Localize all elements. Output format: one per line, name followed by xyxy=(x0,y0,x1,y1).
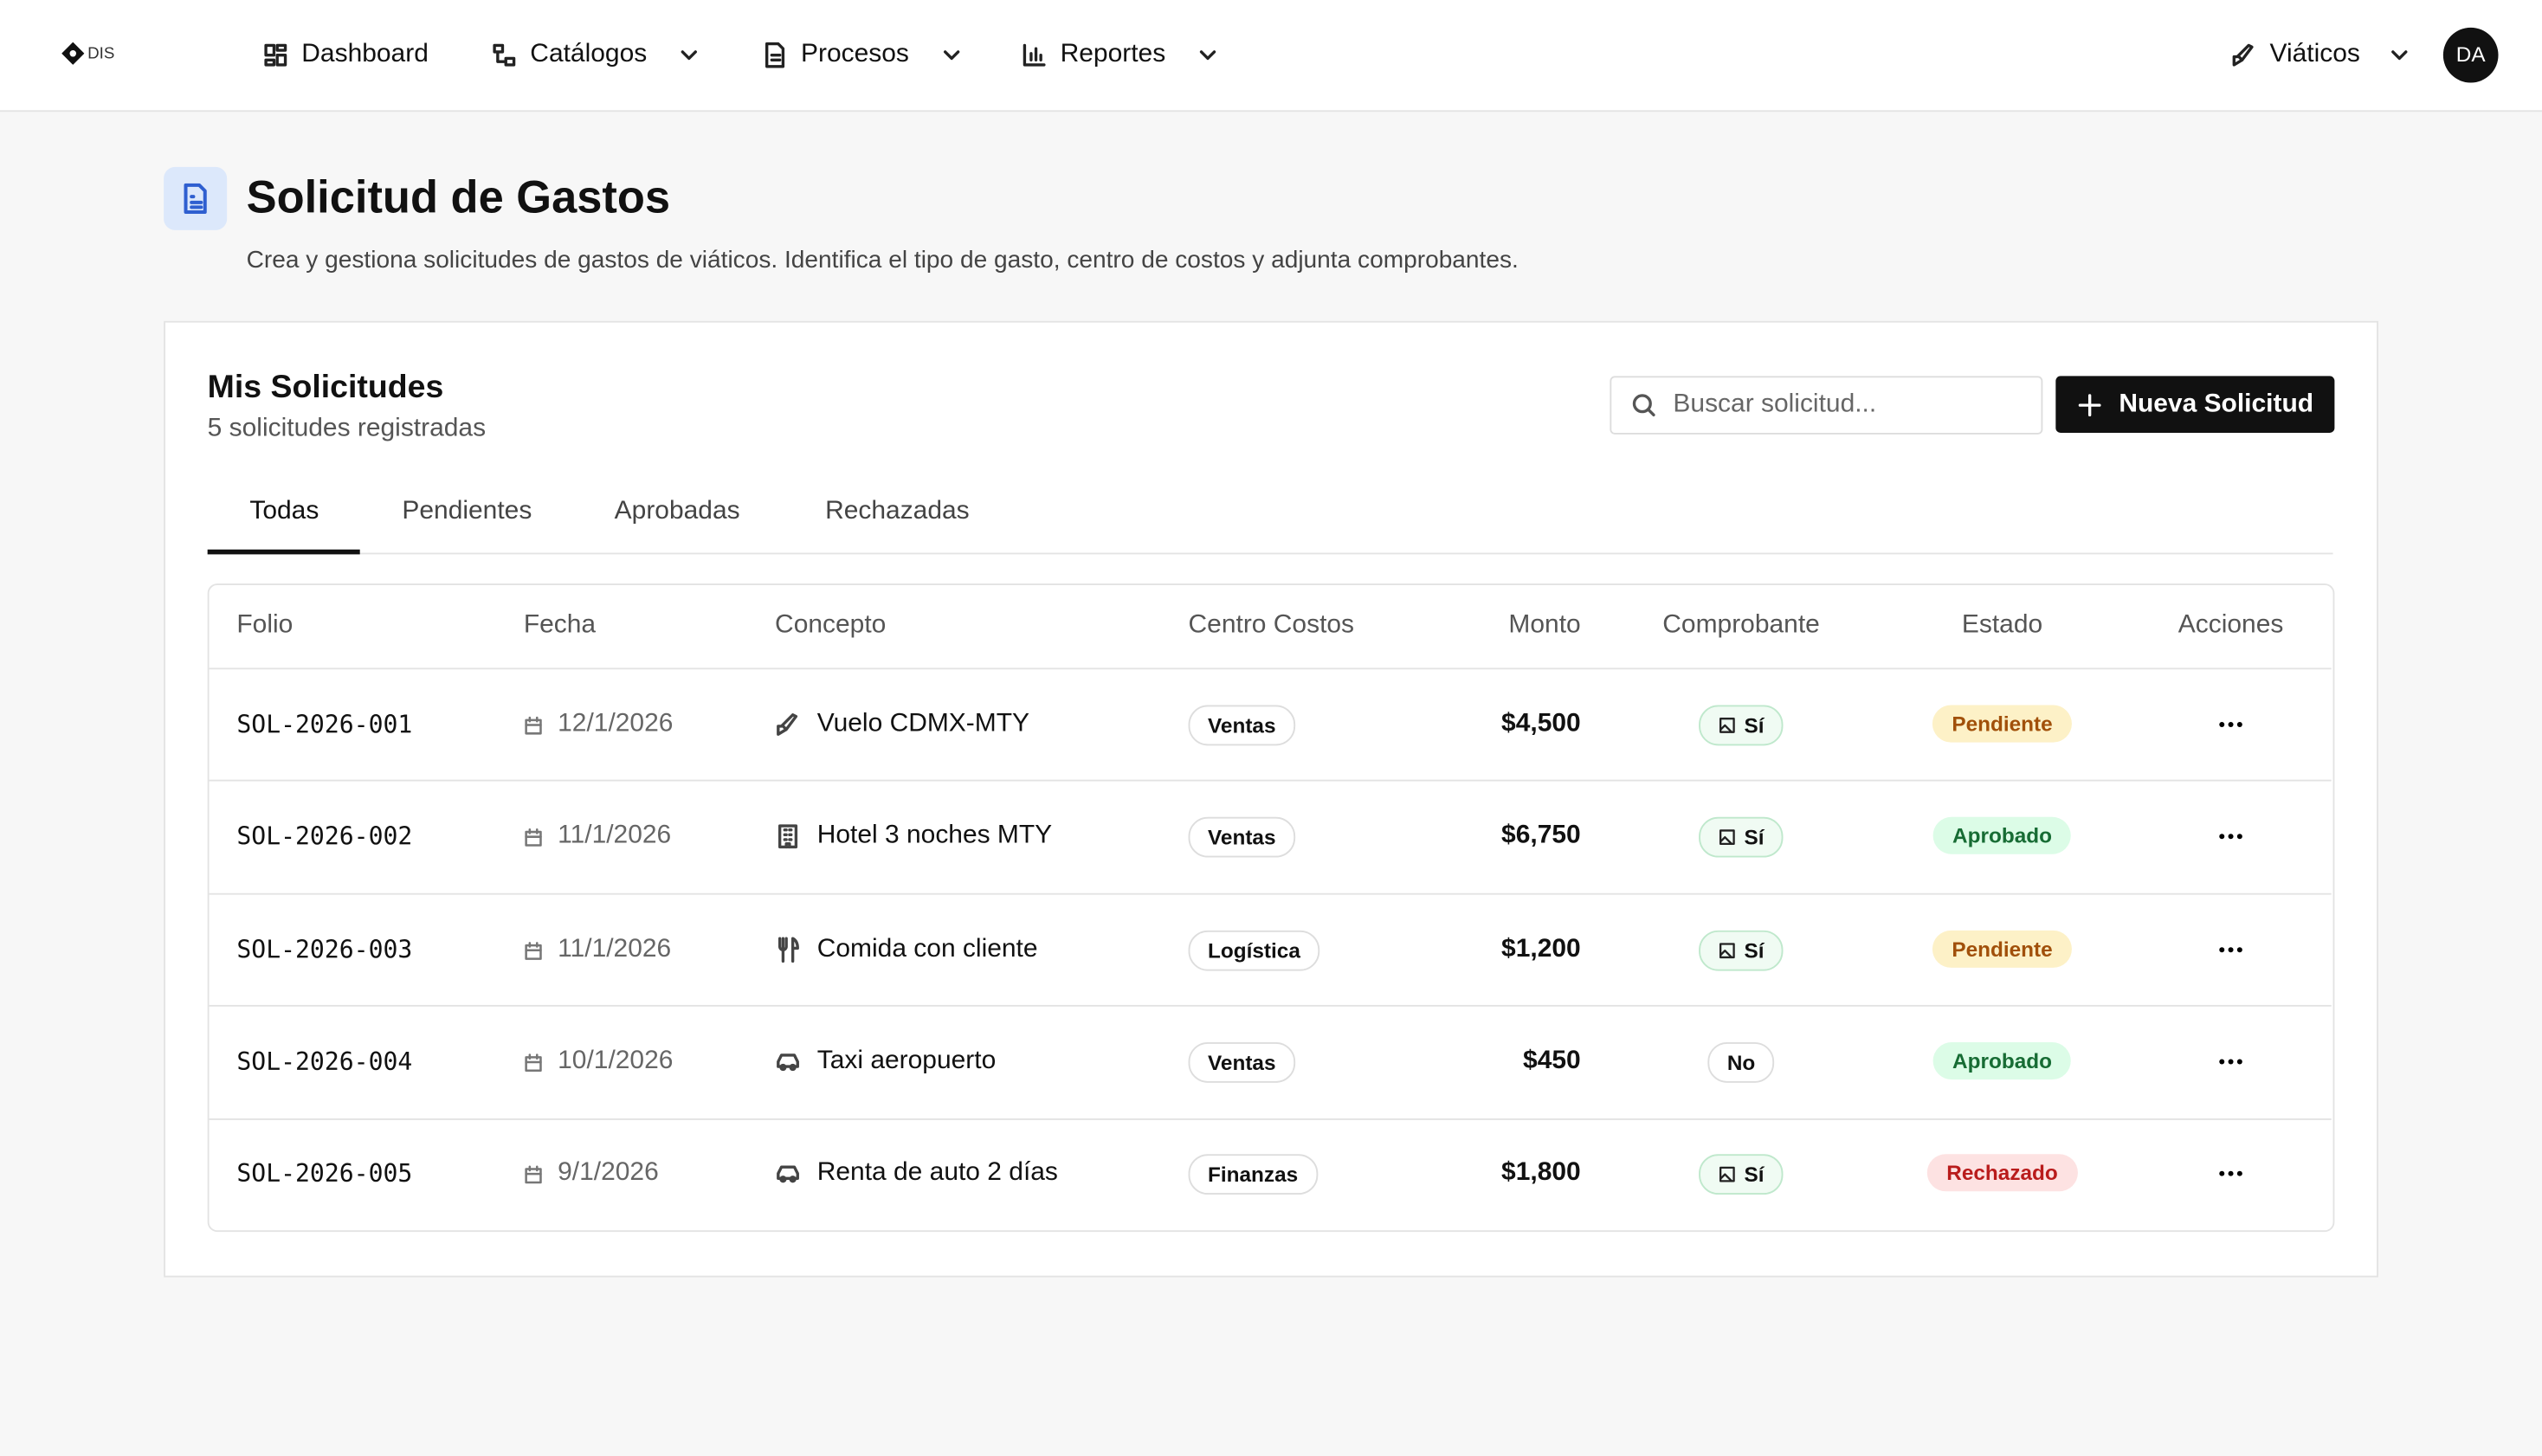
column-header: Acciones xyxy=(2177,610,2284,639)
nav-item[interactable]: Catálogos xyxy=(491,41,702,70)
receipt-badge: Sí xyxy=(1699,1154,1784,1195)
nav-label: Procesos xyxy=(801,40,909,68)
row-divider xyxy=(209,892,2332,895)
concept: Comida con cliente xyxy=(816,934,1038,963)
concept-icon xyxy=(775,1048,801,1082)
calendar-icon xyxy=(524,1052,543,1081)
receipt-label: Sí xyxy=(1744,712,1765,738)
tab-active-indicator xyxy=(207,549,360,555)
calendar-icon xyxy=(524,827,543,856)
status-badge: Aprobado xyxy=(1932,816,2072,854)
folio: SOL-2026-001 xyxy=(236,709,413,739)
nav-label: Reportes xyxy=(1060,40,1166,68)
column-header: Comprobante xyxy=(1662,610,1820,639)
nav-label: Dashboard xyxy=(301,40,429,68)
date: 12/1/2026 xyxy=(558,709,674,738)
row-divider xyxy=(209,780,2332,783)
folio: SOL-2026-003 xyxy=(236,934,413,964)
column-header: Fecha xyxy=(523,610,597,639)
amount: $4,500 xyxy=(1501,709,1581,738)
amount: $1,800 xyxy=(1501,1159,1581,1188)
receipt-badge: Sí xyxy=(1699,816,1784,858)
concept: Vuelo CDMX-MTY xyxy=(816,709,1030,738)
card-title: Mis Solicitudes xyxy=(207,369,444,406)
concept: Renta de auto 2 días xyxy=(816,1159,1058,1188)
search-box[interactable]: Buscar solicitud... xyxy=(1610,376,2043,435)
actions-button[interactable] xyxy=(2215,933,2247,965)
tab[interactable]: Rechazadas xyxy=(825,497,970,525)
cost-center: Ventas xyxy=(1188,816,1295,858)
column-header: Estado xyxy=(1961,610,2043,639)
cost-center: Ventas xyxy=(1188,1041,1295,1083)
amount: $6,750 xyxy=(1501,821,1581,850)
row-divider xyxy=(209,1118,2332,1120)
concept-icon xyxy=(775,1161,801,1195)
module-menu[interactable]: Viáticos xyxy=(2231,41,2412,70)
module-label: Viáticos xyxy=(2269,40,2360,68)
folio: SOL-2026-002 xyxy=(236,821,413,852)
cost-center: Finanzas xyxy=(1188,1154,1318,1195)
header-icon xyxy=(164,166,228,230)
receipt-badge: Sí xyxy=(1699,929,1784,970)
date: 11/1/2026 xyxy=(558,821,672,850)
nav-item[interactable]: Reportes xyxy=(1022,41,1221,70)
cost-center: Logística xyxy=(1188,929,1320,970)
date: 10/1/2026 xyxy=(558,1047,674,1075)
receipt-label: Sí xyxy=(1744,937,1765,963)
receipt-label: No xyxy=(1726,1050,1756,1075)
tab[interactable]: Todas xyxy=(249,497,319,525)
column-header: Concepto xyxy=(775,610,887,639)
tab[interactable]: Aprobadas xyxy=(614,497,740,525)
nav-label: Catálogos xyxy=(530,40,648,68)
concept: Hotel 3 noches MTY xyxy=(816,821,1053,850)
calendar-icon xyxy=(524,1164,543,1194)
nav-item[interactable]: Dashboard xyxy=(262,41,429,70)
status-badge: Rechazado xyxy=(1926,1154,2078,1192)
new-button[interactable]: Nueva Solicitud xyxy=(2055,376,2335,433)
status-badge: Pendiente xyxy=(1932,929,2073,967)
page-description: Crea y gestiona solicitudes de gastos de… xyxy=(246,246,1519,274)
receipt-badge: No xyxy=(1707,1041,1775,1083)
folio: SOL-2026-005 xyxy=(236,1159,413,1189)
table xyxy=(207,583,2335,1233)
cost-center: Ventas xyxy=(1188,704,1295,745)
date: 11/1/2026 xyxy=(558,934,672,963)
row-divider xyxy=(209,1005,2332,1008)
navbar: DIS Dashboard Catálogos Procesos Reporte… xyxy=(0,0,2542,113)
button-label: Nueva Solicitud xyxy=(2119,390,2314,418)
tab-divider xyxy=(207,552,2333,555)
column-header: Folio xyxy=(236,610,294,639)
column-header: Monto xyxy=(1508,610,1581,639)
page-title: Solicitud de Gastos xyxy=(246,171,671,222)
card-subtitle: 5 solicitudes registradas xyxy=(207,415,487,443)
folio: SOL-2026-004 xyxy=(236,1047,413,1077)
calendar-icon xyxy=(524,714,543,744)
actions-button[interactable] xyxy=(2215,708,2247,740)
avatar[interactable]: DA xyxy=(2442,27,2499,83)
tab[interactable]: Pendientes xyxy=(402,497,532,525)
actions-button[interactable] xyxy=(2215,1158,2247,1190)
actions-button[interactable] xyxy=(2215,821,2247,853)
logo[interactable]: DIS xyxy=(61,42,114,65)
receipt-badge: Sí xyxy=(1699,704,1784,745)
status-badge: Pendiente xyxy=(1932,704,2073,743)
actions-button[interactable] xyxy=(2215,1046,2247,1078)
nav-item[interactable]: Procesos xyxy=(762,41,965,70)
status-badge: Aprobado xyxy=(1932,1041,2072,1079)
concept-icon xyxy=(775,823,801,857)
amount: $1,200 xyxy=(1501,934,1581,963)
receipt-label: Sí xyxy=(1744,825,1765,850)
concept-icon xyxy=(775,711,801,744)
row-divider xyxy=(209,667,2332,670)
date: 9/1/2026 xyxy=(558,1159,659,1188)
receipt-label: Sí xyxy=(1744,1163,1765,1188)
calendar-icon xyxy=(524,939,543,969)
amount: $450 xyxy=(1523,1047,1581,1075)
concept-icon xyxy=(775,936,801,970)
search-placeholder: Buscar solicitud... xyxy=(1673,390,1877,419)
logo-text: DIS xyxy=(87,44,115,63)
concept: Taxi aeropuerto xyxy=(816,1047,997,1075)
column-header: Centro Costos xyxy=(1188,610,1355,639)
